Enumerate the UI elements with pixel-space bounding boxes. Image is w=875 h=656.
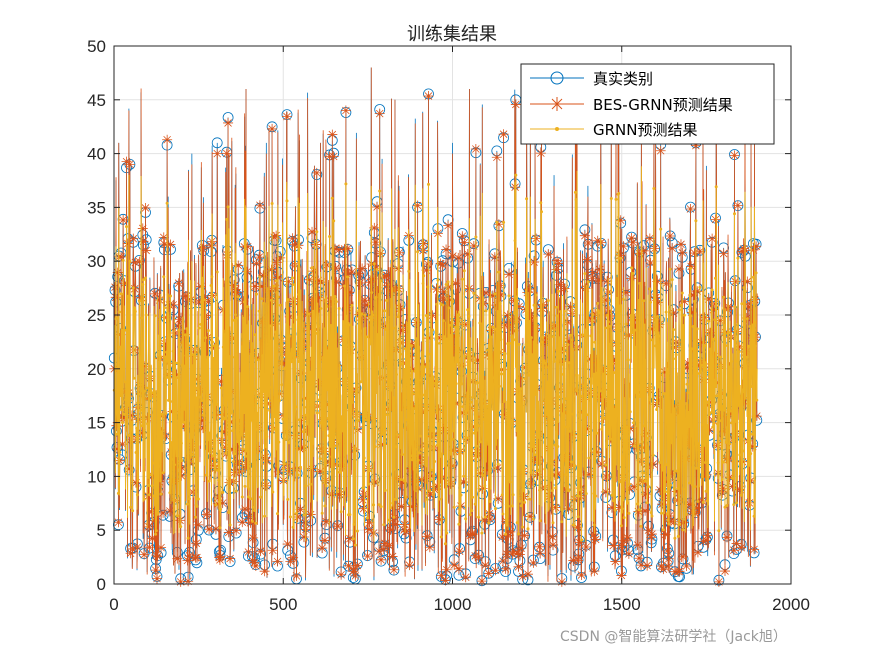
x-tick-label: 0: [109, 595, 118, 614]
series-grnn: [112, 166, 759, 547]
x-tick-label: 2000: [772, 595, 810, 614]
y-tick-label: 45: [87, 91, 106, 110]
legend-label-true: 真实类别: [593, 70, 653, 88]
x-axis-ticks: 0 500 1000 1500 2000: [109, 46, 810, 614]
legend-label-bes-grnn: BES-GRNN预测结果: [593, 96, 733, 114]
y-tick-label: 50: [87, 37, 106, 56]
legend: 真实类别 BES-GRNN预测结果 GRNN预测结果: [520, 63, 775, 145]
x-tick-label: 1500: [603, 595, 641, 614]
legend-marker-circle: [550, 71, 564, 85]
watermark: CSDN @智能算法研学社（Jack旭）: [560, 629, 787, 645]
y-tick-label: 20: [87, 360, 106, 379]
y-tick-label: 30: [87, 252, 106, 271]
y-tick-label: 25: [87, 306, 106, 325]
y-tick-label: 15: [87, 414, 106, 433]
chart-title: 训练集结果: [407, 24, 497, 45]
plot-area: [108, 67, 763, 587]
y-tick-label: 0: [97, 575, 106, 594]
x-tick-label: 500: [269, 595, 297, 614]
legend-marker-star: [550, 97, 564, 111]
y-tick-label: 35: [87, 198, 106, 217]
y-tick-label: 40: [87, 145, 106, 164]
y-tick-label: 5: [97, 521, 106, 540]
x-tick-label: 1000: [434, 595, 472, 614]
legend-label-grnn: GRNN预测结果: [593, 121, 698, 139]
y-axis-ticks: 0 5 10 15 20 25 30 35 40 45 50: [87, 37, 791, 594]
legend-marker-dot: [555, 127, 559, 131]
y-tick-label: 10: [87, 467, 106, 486]
markers-grnn: [112, 173, 759, 547]
